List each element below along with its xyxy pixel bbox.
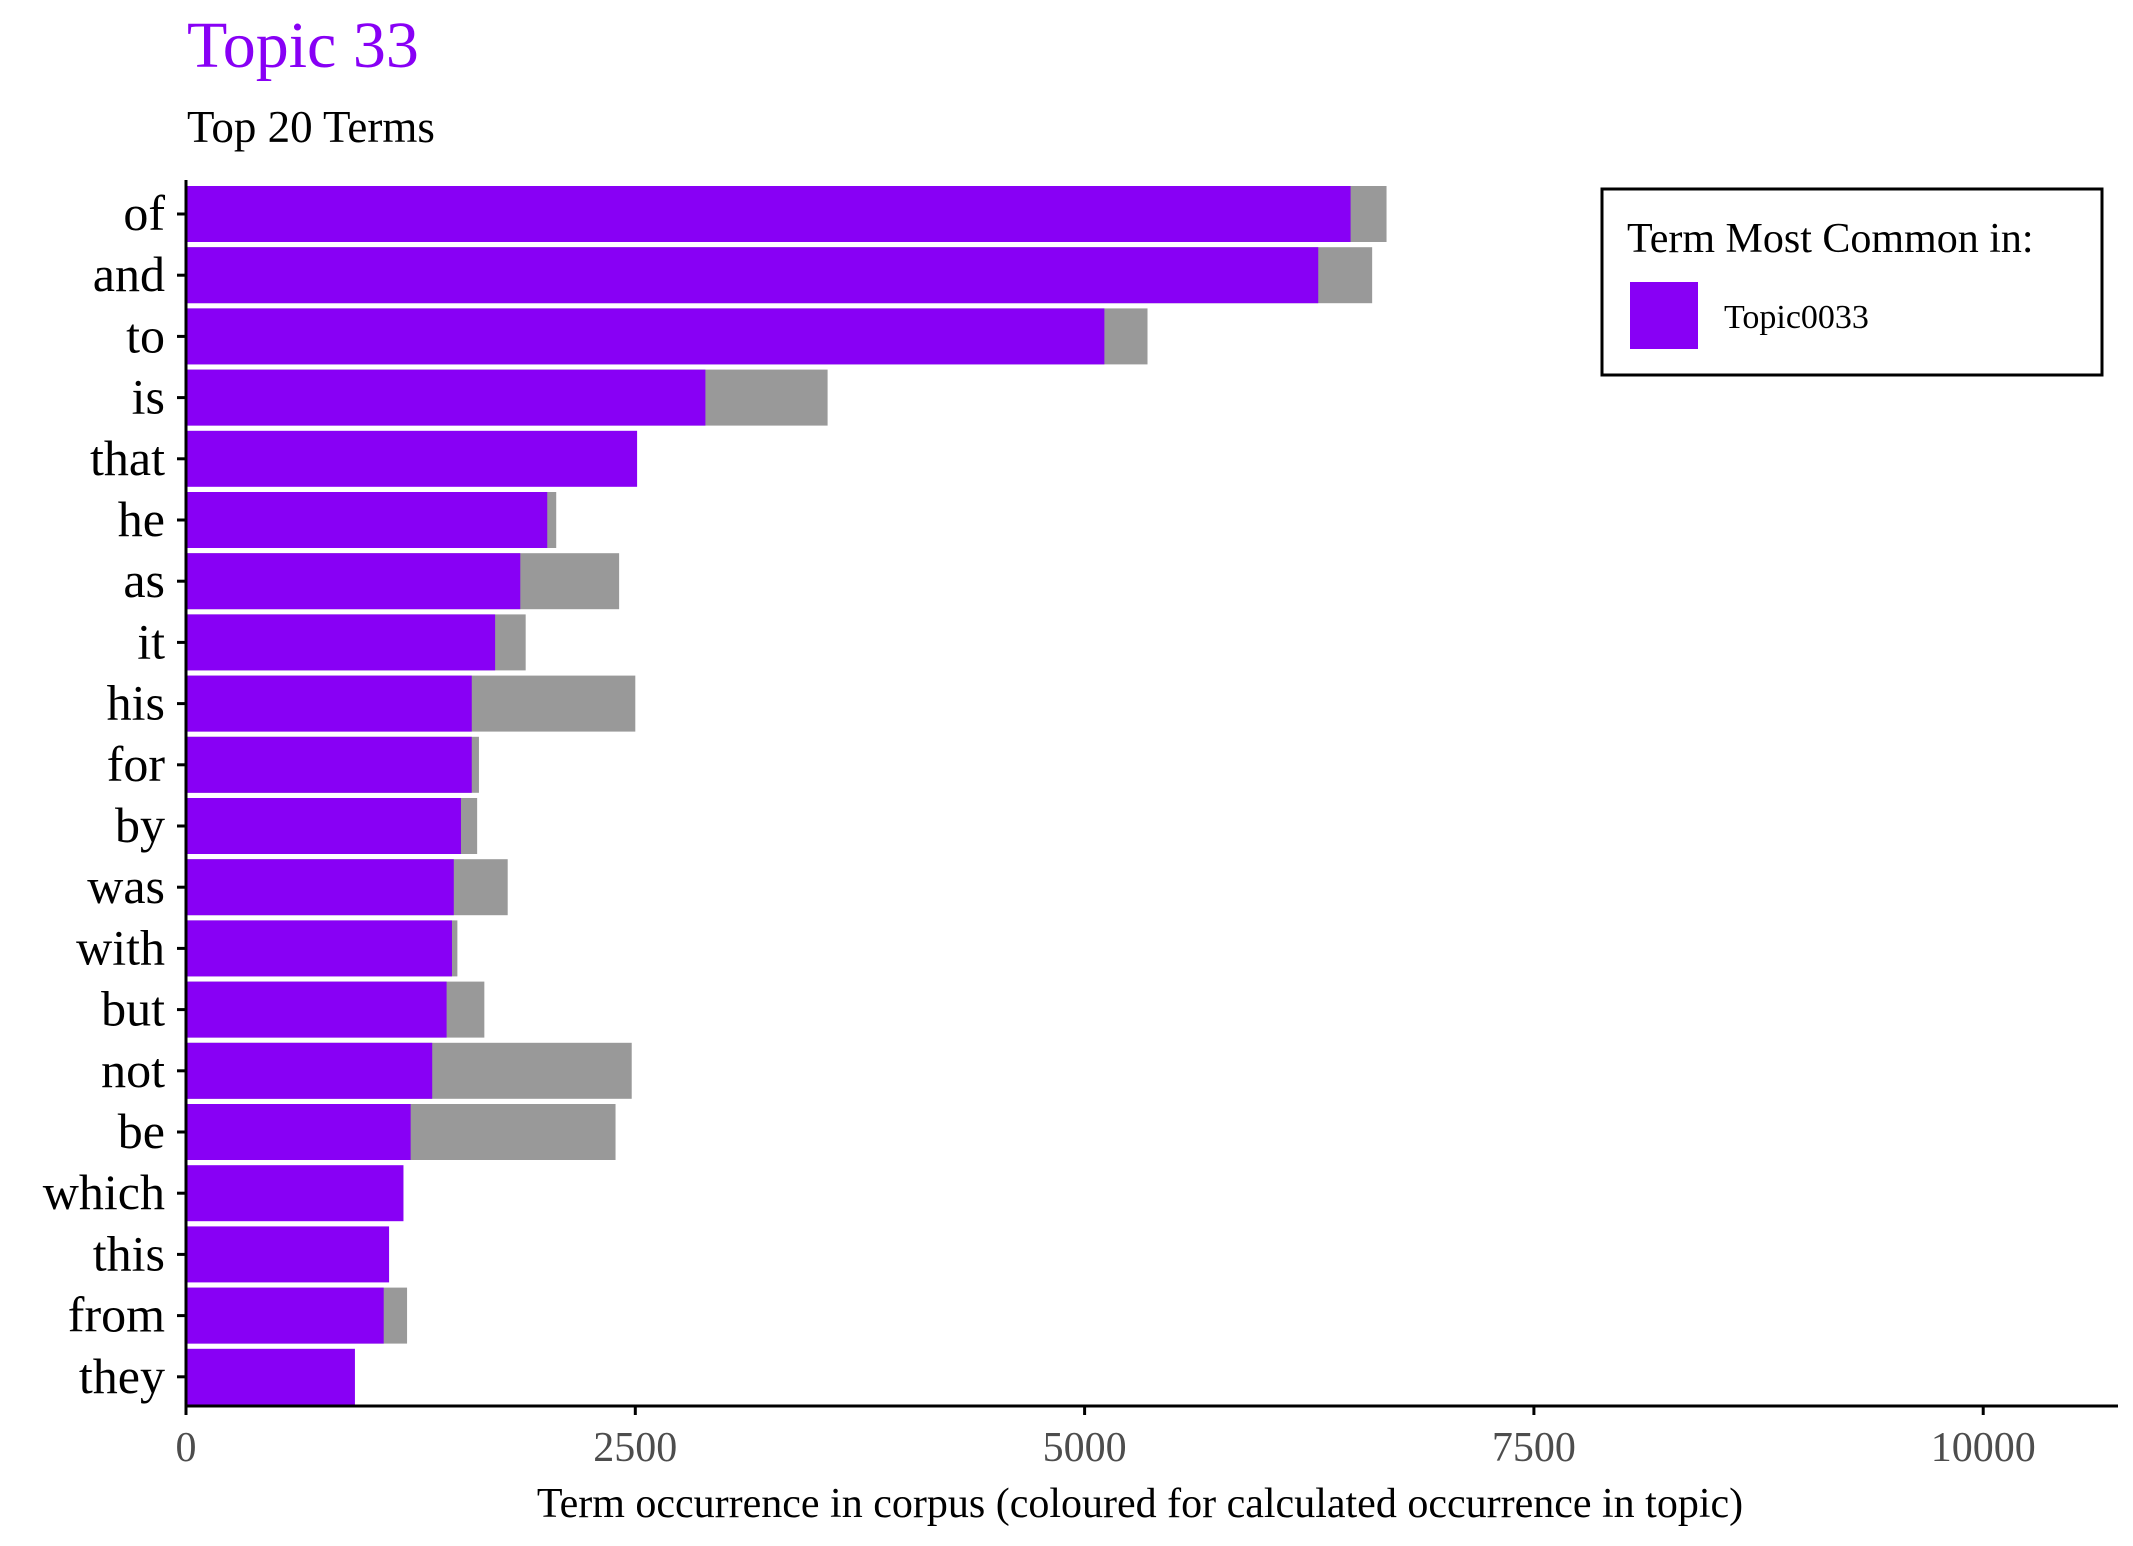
bar-topic-and [186,247,1319,304]
legend-item-label: Topic0033 [1724,299,1869,336]
bar-topic-he [186,492,548,548]
y-tick-label: is [132,369,165,425]
bar-topic-but [186,981,447,1038]
bar-topic-be [186,1104,411,1160]
bar-topic-is [186,369,706,426]
y-tick-label: not [101,1042,165,1098]
y-tick-label: he [118,491,165,547]
legend-swatch [1630,282,1698,349]
y-tick-label: as [123,552,165,608]
legend-title: Term Most Common in: [1627,216,2034,262]
bar-topic-to [186,308,1105,365]
y-tick-label: and [93,246,165,302]
bar-topic-was [186,859,454,916]
bar-topic-as [186,553,521,610]
x-axis-title: Term occurrence in corpus (coloured for … [537,1481,1743,1527]
bar-topic-by [186,798,461,854]
bar-topic-that [186,430,638,487]
y-tick-label: it [137,613,165,669]
bar-topic-of [186,186,1351,242]
bar-topic-it [186,614,496,671]
y-tick-label: was [87,858,165,914]
bar-topic-for [186,736,472,793]
y-tick-label: his [107,675,165,731]
y-tick-label: that [90,430,165,486]
x-tick-label: 5000 [1043,1425,1127,1471]
y-tick-label: for [107,736,166,792]
y-tick-label: this [93,1225,165,1281]
x-tick-label: 0 [176,1425,197,1471]
bar-topic-they [186,1348,355,1405]
bar-topic-this [186,1226,390,1283]
bar-topic-his [186,675,472,732]
x-tick-label: 10000 [1931,1425,2036,1471]
chart-subtitle: Top 20 Terms [187,102,435,152]
x-tick-label: 7500 [1492,1425,1576,1471]
bars [186,186,1387,1405]
y-tick-label: they [79,1348,165,1404]
chart-title: Topic 33 [187,9,419,82]
y-tick-label: be [118,1103,165,1159]
x-tick-label: 2500 [593,1425,677,1471]
bar-topic-from [186,1287,384,1344]
legend: Term Most Common in: Topic0033 [1600,187,2104,377]
bar-topic-which [186,1165,404,1222]
y-tick-label: which [43,1164,165,1220]
x-ticks: 0 2500 5000 7500 10000 [176,1406,2036,1471]
y-tick-label: by [115,797,165,853]
y-tick-label: of [123,185,165,241]
y-tick-label: but [101,981,165,1037]
y-tick-label: with [76,919,165,975]
bar-topic-with [186,920,452,977]
bar-topic-not [186,1042,433,1099]
y-tick-label: from [68,1287,165,1343]
y-tick-label: to [126,307,165,363]
